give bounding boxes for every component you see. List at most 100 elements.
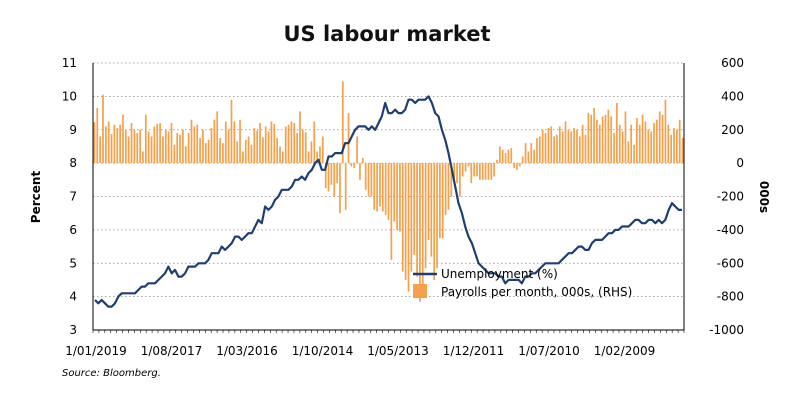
payroll-bar bbox=[376, 163, 378, 212]
payroll-bar bbox=[139, 129, 141, 164]
payroll-bar bbox=[239, 119, 241, 164]
payroll-bar bbox=[367, 163, 370, 197]
y-right-tick-label: -400 bbox=[717, 223, 744, 237]
payroll-bar bbox=[450, 163, 453, 197]
payroll-bar bbox=[524, 143, 527, 164]
x-tick-label: 1/08/2017 bbox=[141, 344, 203, 358]
x-tick-label: 1/07/2010 bbox=[518, 344, 580, 358]
payroll-bar bbox=[567, 129, 570, 164]
payroll-bar bbox=[107, 121, 110, 164]
payroll-bar bbox=[527, 151, 530, 164]
payroll-bar bbox=[644, 121, 647, 164]
payroll-bar bbox=[324, 163, 327, 189]
payroll-bar bbox=[347, 113, 350, 164]
payroll-bar bbox=[124, 129, 127, 164]
payroll-bar bbox=[613, 133, 615, 164]
payroll-bar bbox=[147, 131, 150, 164]
payroll-bar bbox=[578, 136, 581, 164]
payroll-bar bbox=[119, 124, 121, 164]
payroll-bar bbox=[304, 132, 307, 164]
payroll-bar bbox=[224, 121, 227, 164]
payroll-bar bbox=[459, 163, 461, 197]
payroll-bar bbox=[470, 163, 473, 184]
payroll-bar bbox=[199, 138, 201, 164]
payroll-bar bbox=[584, 134, 587, 164]
chart-title: US labour market bbox=[283, 22, 490, 46]
payroll-bar bbox=[381, 163, 384, 212]
payroll-bar bbox=[530, 143, 533, 164]
y-right-tick-label: 600 bbox=[721, 56, 744, 70]
payroll-bar bbox=[96, 108, 99, 164]
payroll-bar bbox=[590, 114, 593, 164]
payroll-bar bbox=[553, 136, 555, 164]
payroll-bar bbox=[167, 131, 170, 164]
y-right-tick-label: 0 bbox=[736, 156, 744, 170]
payroll-bar bbox=[219, 138, 221, 164]
x-tick-label: 1/12/2011 bbox=[443, 344, 505, 358]
payroll-bar bbox=[233, 121, 236, 164]
payroll-bar bbox=[596, 119, 598, 164]
payroll-bar bbox=[164, 129, 167, 164]
source-note: Source: Bloomberg. bbox=[62, 368, 161, 379]
payroll-bar bbox=[242, 151, 244, 164]
payroll-bar bbox=[321, 136, 324, 164]
payroll-bar bbox=[296, 133, 298, 164]
payroll-bar bbox=[456, 163, 458, 184]
payroll-bar bbox=[419, 163, 421, 302]
payroll-bar bbox=[350, 163, 353, 167]
payroll-bar bbox=[339, 163, 341, 214]
axes bbox=[92, 63, 685, 333]
payroll-bar bbox=[461, 163, 464, 177]
payroll-bar bbox=[638, 124, 641, 164]
payroll-bar bbox=[481, 163, 484, 180]
payroll-bar bbox=[570, 131, 573, 164]
y-axis-right-title: 000s bbox=[757, 181, 771, 213]
payroll-bar bbox=[284, 126, 287, 164]
payroll-bar bbox=[573, 128, 575, 164]
x-tick-label: 1/10/2014 bbox=[292, 344, 354, 358]
payroll-bar bbox=[658, 111, 661, 164]
payroll-bar bbox=[550, 126, 553, 164]
payroll-bar bbox=[207, 139, 210, 164]
payroll-bar bbox=[404, 163, 407, 280]
payroll-bar bbox=[453, 163, 456, 179]
payroll-bar bbox=[130, 123, 133, 164]
y-left-tick-label: 4 bbox=[69, 290, 77, 304]
payroll-bar bbox=[279, 146, 281, 164]
payroll-bar bbox=[401, 163, 404, 272]
payroll-bar bbox=[621, 131, 624, 164]
legend: Unemployment (%) Payrolls per month, 000… bbox=[413, 267, 632, 299]
y-left-tick-label: 5 bbox=[69, 256, 77, 270]
payroll-bar bbox=[110, 133, 113, 164]
legend-bar-swatch bbox=[413, 284, 427, 298]
payroll-bar bbox=[581, 124, 584, 164]
payroll-bar bbox=[587, 113, 590, 164]
tick-labels: 3 4 5 6 7 8 9 10 11 -1000 -800 -600 -400 -200 0 200 400 6… bbox=[62, 56, 744, 358]
y-left-tick-label: 9 bbox=[69, 123, 77, 137]
payroll-bar bbox=[641, 114, 644, 164]
payroll-bar bbox=[184, 146, 187, 164]
payroll-bar bbox=[393, 163, 396, 222]
payroll-bar bbox=[182, 129, 184, 164]
payroll-bar bbox=[159, 123, 161, 164]
payroll-bar bbox=[247, 136, 250, 164]
x-tick-label: 1/01/2019 bbox=[65, 344, 127, 358]
payroll-bar bbox=[678, 119, 681, 164]
payroll-bar bbox=[319, 146, 321, 164]
payroll-bar bbox=[136, 133, 139, 164]
payroll-bar bbox=[681, 138, 684, 164]
payroll-bar bbox=[467, 163, 470, 167]
payroll-bar bbox=[496, 159, 498, 164]
payroll-bar bbox=[501, 149, 504, 164]
payroll-bar bbox=[373, 163, 376, 210]
payroll-bar bbox=[598, 124, 601, 164]
payroll-bar bbox=[447, 163, 450, 210]
payroll-bar bbox=[356, 136, 358, 164]
payroll-bar bbox=[341, 81, 344, 164]
payroll-bar bbox=[153, 126, 156, 164]
payroll-bar bbox=[213, 119, 216, 164]
payroll-bar bbox=[313, 121, 316, 164]
payroll-bar bbox=[267, 131, 270, 164]
payroll-bar bbox=[561, 131, 564, 164]
y-left-tick-label: 8 bbox=[69, 156, 77, 170]
